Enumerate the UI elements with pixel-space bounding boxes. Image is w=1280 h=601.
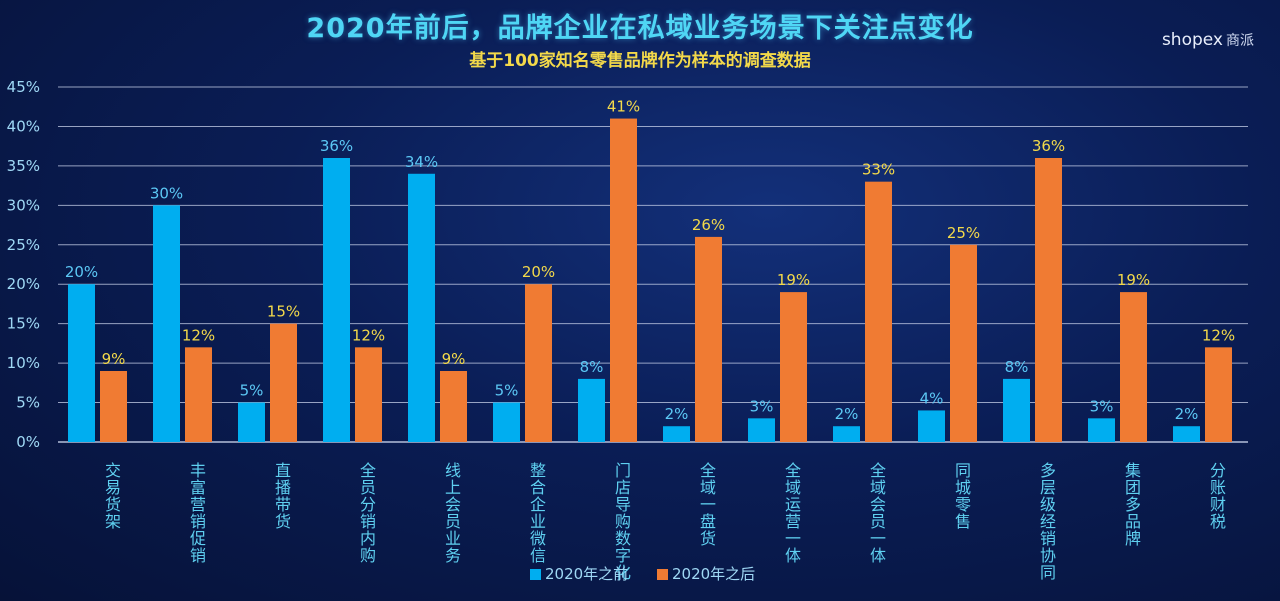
x-axis: 交易货架 丰富营销促销 直播带货 全员分销内购 线上会员业务 整合企业微信 门店导购数字化 全…: [102, 462, 1226, 581]
y-tick-label: 30%: [7, 196, 40, 214]
data-label: 12%: [182, 326, 215, 344]
bar-before: [748, 418, 775, 442]
bar-before: [323, 158, 350, 442]
data-label: 12%: [1202, 326, 1235, 344]
category-label: 同城零售: [952, 462, 971, 530]
data-label: 41%: [607, 98, 640, 116]
y-tick-label: 35%: [7, 157, 40, 175]
grid-lines: [58, 86, 1248, 443]
data-label: 36%: [320, 137, 353, 155]
y-tick-label: 20%: [7, 275, 40, 293]
chart-title: 2020年前后，品牌企业在私域业务场景下关注点变化: [306, 13, 974, 44]
data-label: 2%: [835, 405, 859, 423]
data-label: 3%: [750, 397, 774, 415]
category-label: 丰富营销促销: [187, 462, 206, 564]
bar-before: [68, 284, 95, 442]
bar-before: [153, 205, 180, 442]
bar-after: [270, 323, 297, 442]
bar-after: [355, 347, 382, 442]
category-label: 交易货架: [102, 462, 121, 530]
data-label: 9%: [442, 350, 466, 368]
y-tick-label: 40%: [7, 117, 40, 135]
data-label: 8%: [580, 358, 604, 376]
data-label: 34%: [405, 153, 438, 171]
bars: [68, 118, 1232, 443]
bar-after: [440, 371, 467, 442]
data-label: 25%: [947, 224, 980, 242]
y-tick-label: 15%: [7, 315, 40, 333]
data-label: 2%: [665, 405, 689, 423]
legend-swatch-after: [657, 569, 668, 580]
category-label: 分账财税: [1207, 462, 1226, 530]
category-label: 全域一盘货: [697, 462, 716, 547]
y-axis: 0% 5% 10% 15% 20% 25% 30% 35% 40% 45%: [7, 78, 40, 451]
data-label: 5%: [240, 382, 264, 400]
category-label: 集团多品牌: [1122, 462, 1141, 547]
data-label: 9%: [102, 350, 126, 368]
data-label: 2%: [1175, 405, 1199, 423]
bar-after: [1120, 292, 1147, 442]
bar-before: [1173, 426, 1200, 442]
data-label: 20%: [65, 263, 98, 281]
data-label: 19%: [777, 271, 810, 289]
y-tick-label: 10%: [7, 354, 40, 372]
legend: 2020年之前 2020年之后: [530, 565, 755, 583]
bar-after: [525, 284, 552, 442]
data-label: 4%: [920, 389, 944, 407]
data-label: 33%: [862, 161, 895, 179]
bar-before: [408, 173, 435, 442]
category-label: 全员分销内购: [357, 462, 376, 564]
data-label: 5%: [495, 382, 519, 400]
data-labels: 20% 9% 30% 12% 5% 15% 36% 12% 34% 9% 5% 20% 8% 41% 2% 2…: [65, 98, 1235, 424]
bar-after: [1205, 347, 1232, 442]
data-label: 30%: [150, 184, 183, 202]
bar-after: [100, 371, 127, 442]
data-label: 20%: [522, 263, 555, 281]
category-label: 全域会员一体: [867, 462, 886, 564]
bar-before: [1088, 418, 1115, 442]
bar-before: [578, 378, 605, 442]
data-label: 8%: [1005, 358, 1029, 376]
chart-subtitle: 基于100家知名零售品牌作为样本的调查数据: [469, 51, 811, 71]
bar-before: [833, 426, 860, 442]
category-label: 门店导购数字化: [612, 462, 631, 581]
data-label: 19%: [1117, 271, 1150, 289]
data-label: 36%: [1032, 137, 1065, 155]
legend-label: 2020年之后: [672, 565, 755, 583]
bar-before: [1003, 378, 1030, 442]
category-label: 整合企业微信: [527, 462, 546, 564]
bar-after: [780, 292, 807, 442]
y-tick-label: 25%: [7, 236, 40, 254]
category-label: 全域运营一体: [782, 462, 801, 564]
bar-after: [610, 118, 637, 443]
data-label: 3%: [1090, 397, 1114, 415]
y-tick-label: 0%: [16, 433, 40, 451]
bar-before: [238, 402, 265, 442]
bar-after: [695, 236, 722, 442]
bar-before: [493, 402, 520, 442]
y-tick-label: 45%: [7, 78, 40, 96]
bar-after: [1035, 158, 1062, 442]
category-label: 多层级经销协同: [1037, 462, 1056, 581]
data-label: 26%: [692, 216, 725, 234]
legend-swatch-before: [530, 569, 541, 580]
legend-label: 2020年之前: [545, 565, 628, 583]
bar-after: [950, 244, 977, 442]
data-label: 15%: [267, 303, 300, 321]
category-label: 线上会员业务: [442, 462, 461, 564]
y-tick-label: 5%: [16, 394, 40, 412]
data-label: 12%: [352, 326, 385, 344]
bar-after: [185, 347, 212, 442]
bar-before: [918, 410, 945, 442]
brand-name: shopex: [1161, 30, 1223, 50]
bar-after: [865, 181, 892, 442]
category-label: 直播带货: [272, 462, 291, 530]
bar-before: [663, 426, 690, 442]
brand-sub: 商派: [1226, 33, 1254, 49]
brand-logo: shopex 商派: [1162, 30, 1254, 50]
